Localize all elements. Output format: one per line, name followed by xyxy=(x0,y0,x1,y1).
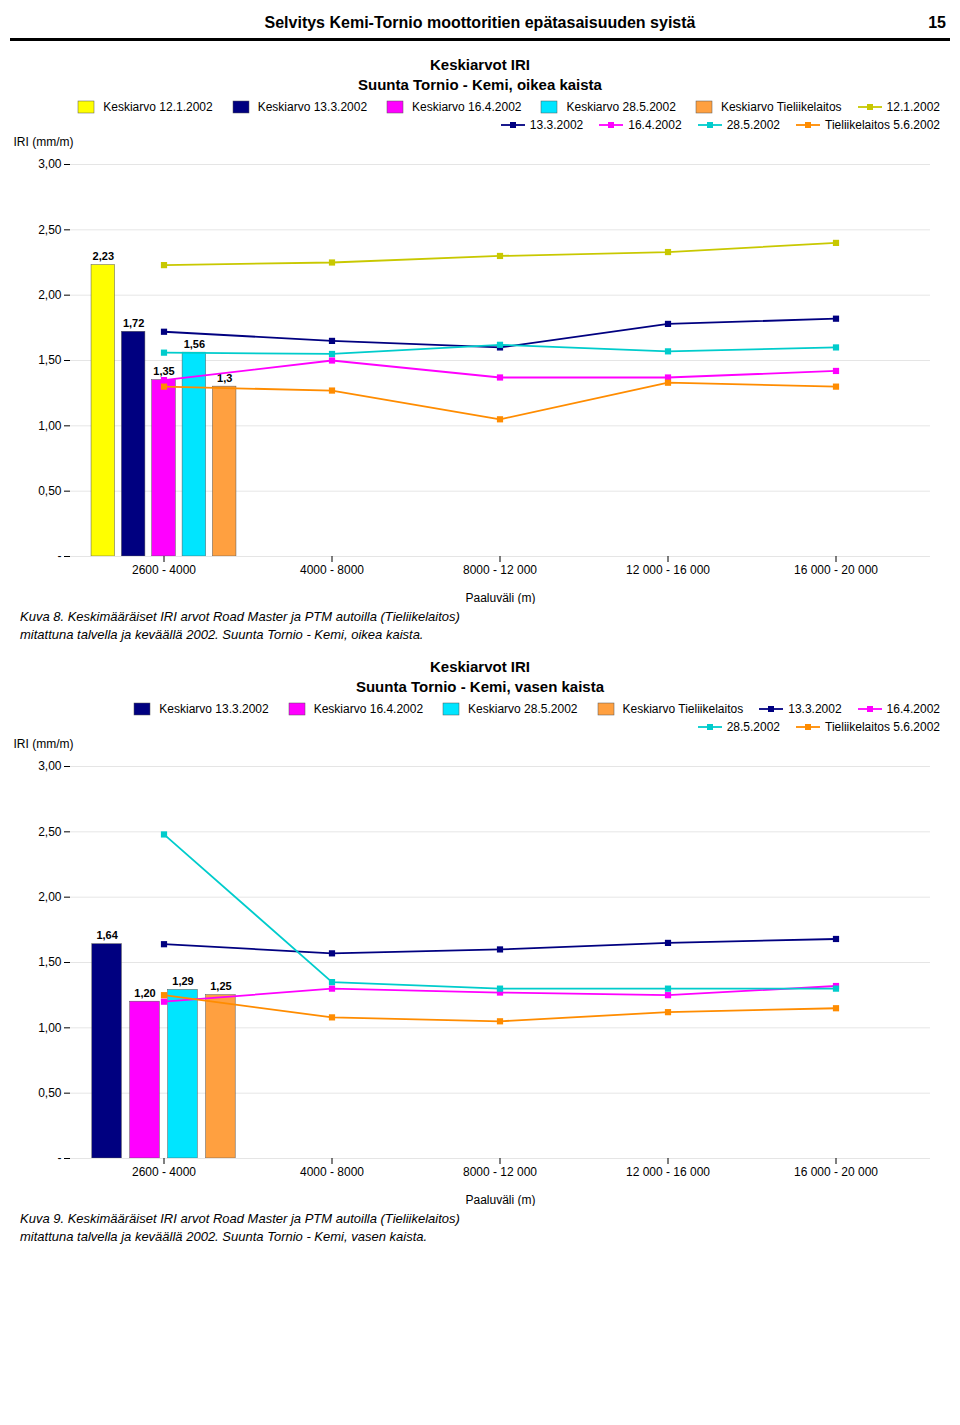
svg-text:0,50: 0,50 xyxy=(38,484,62,498)
html-text:Tieliikelaitos 5.6.2002: Tieliikelaitos 5.6.2002 xyxy=(825,118,940,132)
html-text:15: 15 xyxy=(928,14,946,31)
html-text:Keskiarvo 28.5.2002: Keskiarvo 28.5.2002 xyxy=(468,702,578,717)
svg-text:1,25: 1,25 xyxy=(210,980,231,992)
svg-text:12 000 - 16 000: 12 000 - 16 000 xyxy=(626,563,710,577)
svg-text:12 000 - 16 000: 12 000 - 16 000 xyxy=(626,1165,710,1179)
html-text:Selvitys Kemi-Tornio moottorit: Selvitys Kemi-Tornio moottoritien epätas… xyxy=(264,14,696,31)
svg-text:IRI (mm/m): IRI (mm/m) xyxy=(14,135,74,149)
html-text:28.5.2002: 28.5.2002 xyxy=(726,720,780,735)
svg-text:0,50: 0,50 xyxy=(38,1086,62,1100)
html-text:28.5.2002: 28.5.2002 xyxy=(726,118,780,132)
svg-text:4000 - 8000: 4000 - 8000 xyxy=(300,1165,364,1179)
svg-text:Paaluväli (m): Paaluväli (m) xyxy=(465,591,535,605)
html-text:Keskiarvot IRI: Keskiarvot IRI xyxy=(430,56,530,73)
svg-text:2,50: 2,50 xyxy=(38,223,62,237)
svg-text:Paaluväli (m): Paaluväli (m) xyxy=(465,1193,535,1207)
svg-text:3,00: 3,00 xyxy=(38,157,62,171)
html-text:Keskiarvo 28.5.2002: Keskiarvo 28.5.2002 xyxy=(566,100,676,114)
svg-text:1,3: 1,3 xyxy=(217,371,233,384)
svg-text:1,50: 1,50 xyxy=(38,955,62,969)
svg-text:2,00: 2,00 xyxy=(38,288,62,302)
html-text:Keskiarvo 16.4.2002: Keskiarvo 16.4.2002 xyxy=(313,702,424,717)
html-text:16.4.2002: 16.4.2002 xyxy=(886,702,940,717)
html-text:Suunta Tornio - Kemi, vasen ka: Suunta Tornio - Kemi, vasen kaista xyxy=(355,677,605,695)
html-text:13.3.2002: 13.3.2002 xyxy=(788,702,842,717)
svg-text:1,72: 1,72 xyxy=(123,317,144,329)
html-text:Suunta Tornio - Kemi, oikea ka: Suunta Tornio - Kemi, oikea kaista xyxy=(358,75,602,93)
svg-text:-: - xyxy=(58,1151,62,1165)
html-text:Tieliikelaitos 5.6.2002: Tieliikelaitos 5.6.2002 xyxy=(825,720,940,735)
html-text:13.3.2002: 13.3.2002 xyxy=(529,118,584,132)
html-text:Keskiarvo Tieliikelaitos: Keskiarvo Tieliikelaitos xyxy=(622,702,744,717)
html-text:12.1.2002: 12.1.2002 xyxy=(886,100,940,114)
html-text:Keskiarvo 13.3.2002: Keskiarvo 13.3.2002 xyxy=(159,702,269,717)
svg-text:1,29: 1,29 xyxy=(172,975,193,987)
svg-text:2,00: 2,00 xyxy=(38,890,62,904)
svg-text:1,20: 1,20 xyxy=(134,987,155,999)
svg-text:16 000 - 20 000: 16 000 - 20 000 xyxy=(794,563,878,577)
svg-text:1,35: 1,35 xyxy=(153,365,174,377)
svg-text:8000 - 12 000: 8000 - 12 000 xyxy=(463,563,537,577)
svg-text:2600 - 4000: 2600 - 4000 xyxy=(132,1165,196,1179)
svg-text:1,56: 1,56 xyxy=(184,338,205,350)
svg-text:1,64: 1,64 xyxy=(96,929,118,941)
svg-text:8000 - 12 000: 8000 - 12 000 xyxy=(463,1165,537,1179)
html-text:16.4.2002: 16.4.2002 xyxy=(628,118,682,132)
html-text:Kuva 8. Keskimääräiset IRI arv: Kuva 8. Keskimääräiset IRI arvot Road Ma… xyxy=(20,609,460,642)
svg-text:2600 - 4000: 2600 - 4000 xyxy=(132,563,196,577)
svg-text:1,00: 1,00 xyxy=(38,419,62,433)
svg-text:1,50: 1,50 xyxy=(38,353,62,367)
svg-text:16 000 - 20 000: 16 000 - 20 000 xyxy=(794,1165,878,1179)
svg-text:IRI (mm/m): IRI (mm/m) xyxy=(14,737,74,751)
svg-text:1,00: 1,00 xyxy=(38,1021,62,1035)
html-text:Keskiarvo 16.4.2002: Keskiarvo 16.4.2002 xyxy=(412,100,522,114)
svg-text:2,23: 2,23 xyxy=(93,250,114,262)
svg-text:3,00: 3,00 xyxy=(38,759,62,773)
html-text:Keskiarvot IRI: Keskiarvot IRI xyxy=(430,658,530,676)
html-text:Kuva 9. Keskimääräiset IRI arv: Kuva 9. Keskimääräiset IRI arvot Road Ma… xyxy=(20,1211,460,1244)
html-text:Keskiarvo 12.1.2002: Keskiarvo 12.1.2002 xyxy=(103,100,213,114)
html-text:Keskiarvo Tieliikelaitos: Keskiarvo Tieliikelaitos xyxy=(720,100,842,114)
svg-text:-: - xyxy=(58,549,62,563)
svg-text:2,50: 2,50 xyxy=(38,825,62,839)
html-text:Keskiarvo 13.3.2002: Keskiarvo 13.3.2002 xyxy=(257,100,368,114)
svg-text:4000 - 8000: 4000 - 8000 xyxy=(300,563,364,577)
